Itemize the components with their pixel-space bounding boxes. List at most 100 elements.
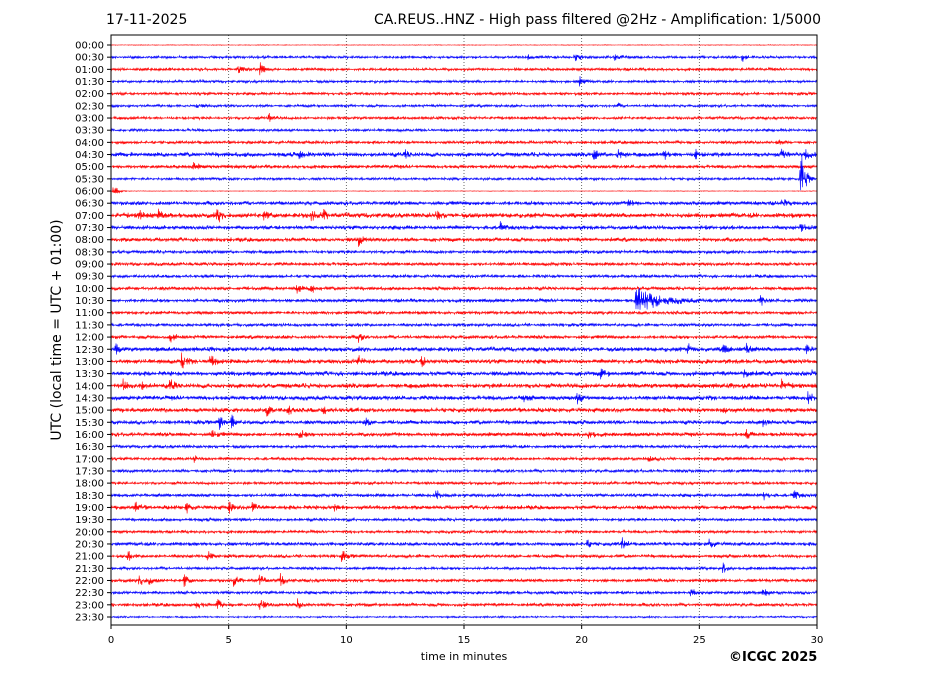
trace-row [110, 529, 818, 535]
trace-row [110, 91, 818, 97]
trace-row [110, 368, 818, 380]
trace-row [110, 352, 818, 369]
x-tick-label: 5 [225, 635, 231, 646]
x-tick-label: 15 [458, 635, 471, 646]
y-tick-label: 14:00 [75, 381, 104, 392]
y-tick-label: 21:30 [75, 564, 104, 575]
y-tick-label: 05:00 [75, 162, 104, 173]
trace-row [110, 127, 818, 133]
trace-row [110, 221, 818, 232]
y-tick-label: 02:30 [75, 101, 104, 112]
y-tick-label: 17:00 [75, 454, 104, 465]
trace-row [110, 199, 818, 207]
chart-title: CA.REUS..HNZ - High pass filtered @2Hz -… [374, 12, 821, 28]
y-tick-label: 05:30 [75, 174, 104, 185]
y-tick-label: 20:30 [75, 539, 104, 550]
y-tick-label: 12:30 [75, 345, 104, 356]
trace-row [110, 285, 818, 294]
x-tick-label: 20 [575, 635, 588, 646]
y-tick-label: 18:30 [75, 491, 104, 502]
x-tick-label: 0 [108, 635, 114, 646]
y-tick-label: 16:30 [75, 442, 104, 453]
trace-row [110, 378, 818, 391]
trace-row [110, 112, 818, 122]
gridlines [228, 35, 700, 625]
trace-row [110, 572, 818, 588]
y-tick-label: 04:00 [75, 138, 104, 149]
y-tick-label: 04:30 [75, 150, 104, 161]
y-tick-label: 07:00 [75, 211, 104, 222]
y-tick-label: 09:00 [75, 260, 104, 271]
y-tick-label: 07:30 [75, 223, 104, 234]
y-tick-label: 13:30 [75, 369, 104, 380]
y-tick-label: 00:00 [75, 41, 104, 52]
y-tick-label: 01:00 [75, 65, 104, 76]
y-tick-label: 17:30 [75, 466, 104, 477]
trace-row [110, 44, 818, 46]
trace-row [110, 208, 818, 223]
trace-row [110, 490, 818, 501]
y-tick-label: 03:00 [75, 114, 104, 125]
y-tick-label: 08:00 [75, 235, 104, 246]
trace-row [110, 139, 818, 146]
y-tick-label: 11:30 [75, 320, 104, 331]
trace-row [110, 598, 818, 610]
y-tick-label: 22:30 [75, 588, 104, 599]
trace-row [110, 455, 818, 463]
y-tick-label: 03:30 [75, 126, 104, 137]
trace-row [110, 516, 818, 523]
date-label: 17-11-2025 [106, 12, 188, 28]
trace-row [110, 155, 818, 191]
y-tick-label: 06:30 [75, 199, 104, 210]
y-tick-label: 22:00 [75, 576, 104, 587]
plot-frame [110, 34, 818, 626]
y-tick-label: 02:00 [75, 89, 104, 100]
y-tick-label: 06:00 [75, 187, 104, 198]
y-tick-label: 09:30 [75, 272, 104, 283]
trace-row [110, 62, 818, 76]
y-tick-label: 19:00 [75, 503, 104, 514]
y-tick-label: 23:30 [75, 612, 104, 623]
axes: 0 5 10 15 20 25 30 00:0000:3001:0001:3002:0002:… [75, 34, 823, 646]
trace-row [110, 76, 818, 87]
trace-row [110, 342, 818, 355]
y-tick-label: 16:00 [75, 430, 104, 441]
trace-row [110, 322, 818, 328]
trace-row [110, 236, 818, 247]
y-tick-label: 00:30 [75, 53, 104, 64]
trace-row [110, 334, 818, 343]
y-tick-label: 18:00 [75, 479, 104, 490]
y-tick-label: 11:00 [75, 308, 104, 319]
trace-row [110, 287, 818, 310]
trace-row [110, 187, 818, 194]
y-tick-label: 08:30 [75, 247, 104, 258]
trace-row [110, 550, 818, 563]
y-tick-label: 23:00 [75, 600, 104, 611]
y-tick-label: 01:30 [75, 77, 104, 88]
trace-row [110, 589, 818, 597]
y-tick-label: 19:30 [75, 515, 104, 526]
y-tick-label: 15:30 [75, 418, 104, 429]
trace-row [110, 391, 818, 405]
trace-row [110, 443, 818, 450]
y-tick-label: 13:00 [75, 357, 104, 368]
trace-row [110, 102, 818, 109]
y-tick-label: 10:00 [75, 284, 104, 295]
trace-row [110, 480, 818, 486]
trace-row [110, 468, 818, 474]
trace-row [110, 614, 818, 620]
trace-row [110, 414, 818, 430]
trace-row [110, 148, 818, 160]
trace-row [110, 249, 818, 255]
y-tick-label: 12:00 [75, 333, 104, 344]
trace-row [110, 501, 818, 514]
y-tick-label: 14:30 [75, 393, 104, 404]
trace-row [110, 273, 818, 280]
x-axis-label: time in minutes [420, 650, 508, 663]
x-tick-label: 25 [693, 635, 706, 646]
trace-row [110, 54, 818, 62]
trace-row [110, 261, 818, 267]
trace-row [110, 537, 818, 549]
y-tick-label: 21:00 [75, 552, 104, 563]
